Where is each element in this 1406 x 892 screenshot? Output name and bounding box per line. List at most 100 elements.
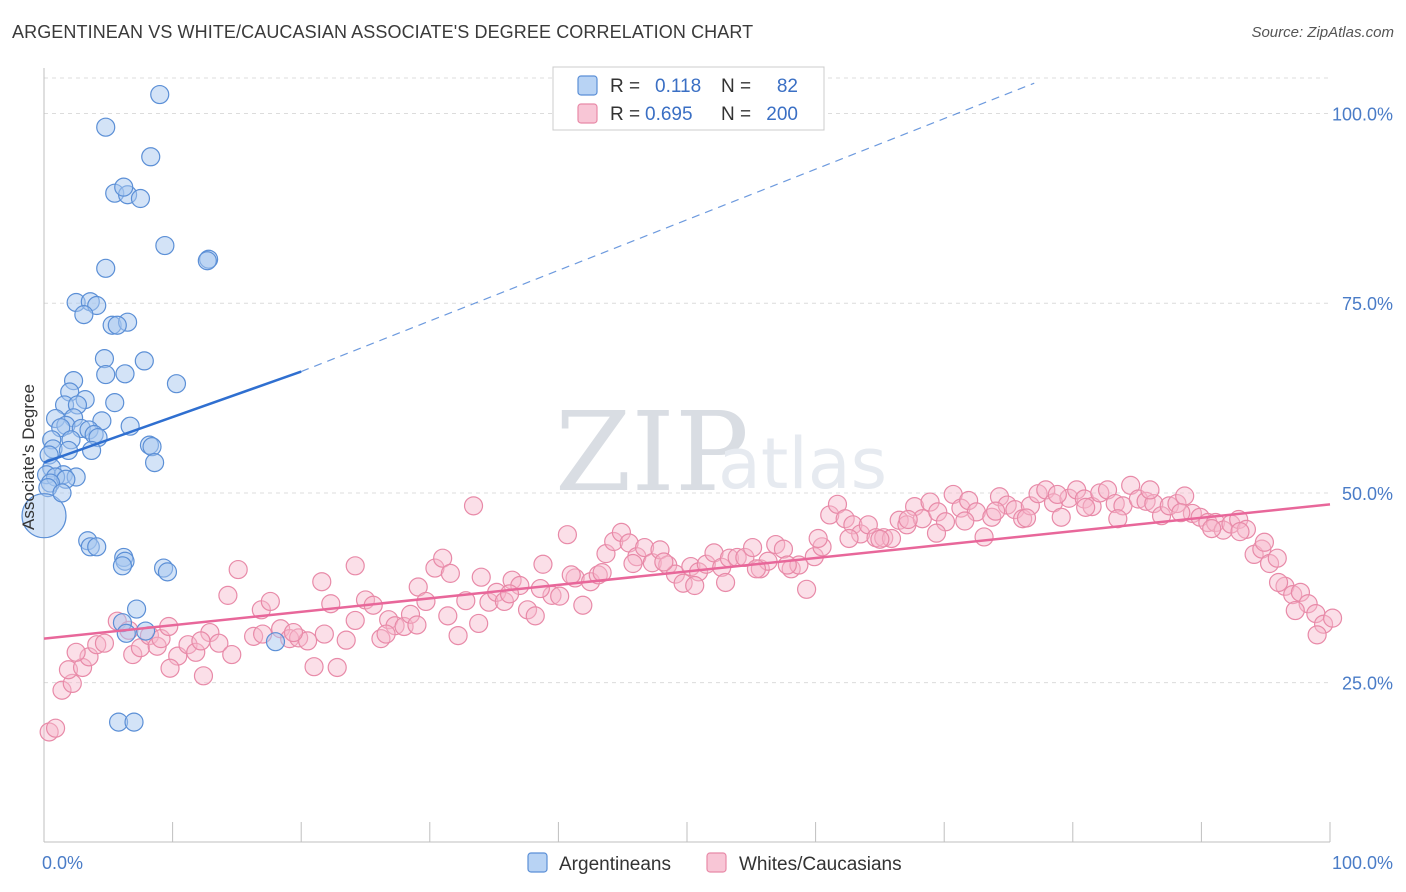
whites-point-180 [898,509,918,530]
whites-point-196 [407,615,427,635]
argentinean-point-1 [96,117,116,137]
whites-point-24 [218,585,238,605]
whites-point-167 [1268,572,1289,593]
whites-point-187 [685,575,705,596]
argentinean-point-5 [130,188,151,209]
whites-point-38 [345,556,365,576]
whites-point-182 [839,528,859,549]
whites-point-195 [438,606,458,626]
whites-point-170 [1202,519,1222,539]
argentinean-point-22 [166,374,187,394]
whites-point-172 [1140,480,1160,500]
whites-caucasians-points [39,475,1343,742]
y-tick-labels: 25.0% 50.0% 75.0% 100.0% [1332,105,1393,694]
legend-r-label-1: R = [610,76,640,97]
whites-point-113 [928,502,948,522]
whites-point-166 [1285,600,1305,621]
whites-point-54 [471,567,491,587]
whites-point-77 [650,540,670,560]
argentinean-point-19 [134,351,154,371]
argentinean-point-0 [150,84,170,105]
series-legend: Argentineans Whites/Caucasians [527,852,902,875]
whites-point-8 [66,642,86,662]
y-tick-label-75: 75.0% [1342,294,1393,314]
whites-point-36 [327,657,347,678]
argentinean-point-60 [87,537,107,557]
whites-point-80 [673,573,693,593]
argentineans-points [21,84,286,732]
legend-n-value-2: 200 [766,104,798,125]
whites-point-140 [1136,491,1156,511]
argentinean-point-45 [81,440,102,461]
series-label-argentineans: Argentineans [559,854,671,875]
whites-point-202 [222,644,242,665]
whites-point-60 [517,600,538,620]
whites-point-157 [1267,548,1287,568]
argentinean-point-9 [197,251,217,271]
whites-point-49 [433,548,453,568]
whites-point-199 [314,624,334,644]
whites-point-181 [870,529,890,549]
argentinean-point-69 [135,621,156,641]
argentinean-point-42 [142,437,162,457]
argentinean-point-17 [107,315,127,335]
whites-point-33 [304,657,324,677]
whites-point-89 [742,537,763,558]
argentinean-point-72 [124,712,144,732]
whites-point-200 [283,622,304,643]
whites-point-119 [974,527,994,547]
whites-point-50 [440,563,460,583]
argentinean-point-7 [155,235,175,256]
argentineans-trend-extension [300,82,1035,373]
x-tick-label-max: 100.0% [1332,853,1393,873]
whites-point-125 [1020,496,1040,516]
whites-point-67 [573,595,593,615]
whites-point-61 [525,606,545,626]
whites-point-165 [1307,625,1327,645]
correlation-legend: R = 0.118 N = 82 R = 0.695 N = 200 [552,66,825,131]
series-label-whites: Whites/Caucasians [739,854,902,875]
argentinean-point-47 [144,452,165,473]
argentinean-point-68 [116,623,136,643]
whites-point-176 [1016,508,1037,528]
whites-point-96 [796,579,817,599]
argentinean-point-63 [112,556,133,576]
whites-point-93 [773,539,794,559]
whites-point-65 [557,525,578,545]
y-axis-label: Associate's Degree [19,384,38,530]
y-tick-label-25: 25.0% [1342,674,1393,694]
whites-point-189 [623,553,643,574]
whites-point-62 [533,554,553,574]
whites-point-171 [1171,503,1191,523]
argentinean-point-26 [105,393,125,413]
whites-point-174 [1076,497,1096,517]
argentinean-point-56 [21,493,67,539]
whites-point-51 [448,625,468,646]
whites-point-45 [400,604,421,624]
legend-n-value-1: 82 [777,76,798,97]
whites-point-20 [186,642,206,662]
whites-point-7 [87,635,107,655]
whites-point-99 [820,505,840,525]
whites-point-169 [1230,522,1250,542]
whites-point-183 [808,528,828,549]
whites-point-175 [1047,484,1067,505]
whites-point-34 [312,572,332,592]
legend-n-label-1: N = [721,76,751,97]
series-swatch-whites [706,852,727,873]
whites-point-2 [52,680,72,700]
legend-r-value-1: 0.118 [655,76,701,97]
whites-point-47 [416,591,436,612]
whites-point-143 [1159,496,1179,516]
whites-point-25 [228,559,248,580]
argentinean-point-14 [74,305,94,325]
argentinean-point-18 [94,349,115,369]
argentinean-point-10 [96,258,116,278]
whites-point-168 [1254,532,1275,552]
whites-point-75 [634,537,655,558]
whites-point-193 [499,584,520,604]
whites-point-72 [611,522,632,543]
whites-point-117 [959,490,979,511]
argentinean-point-66 [126,599,147,619]
argentinean-point-2 [141,147,161,167]
